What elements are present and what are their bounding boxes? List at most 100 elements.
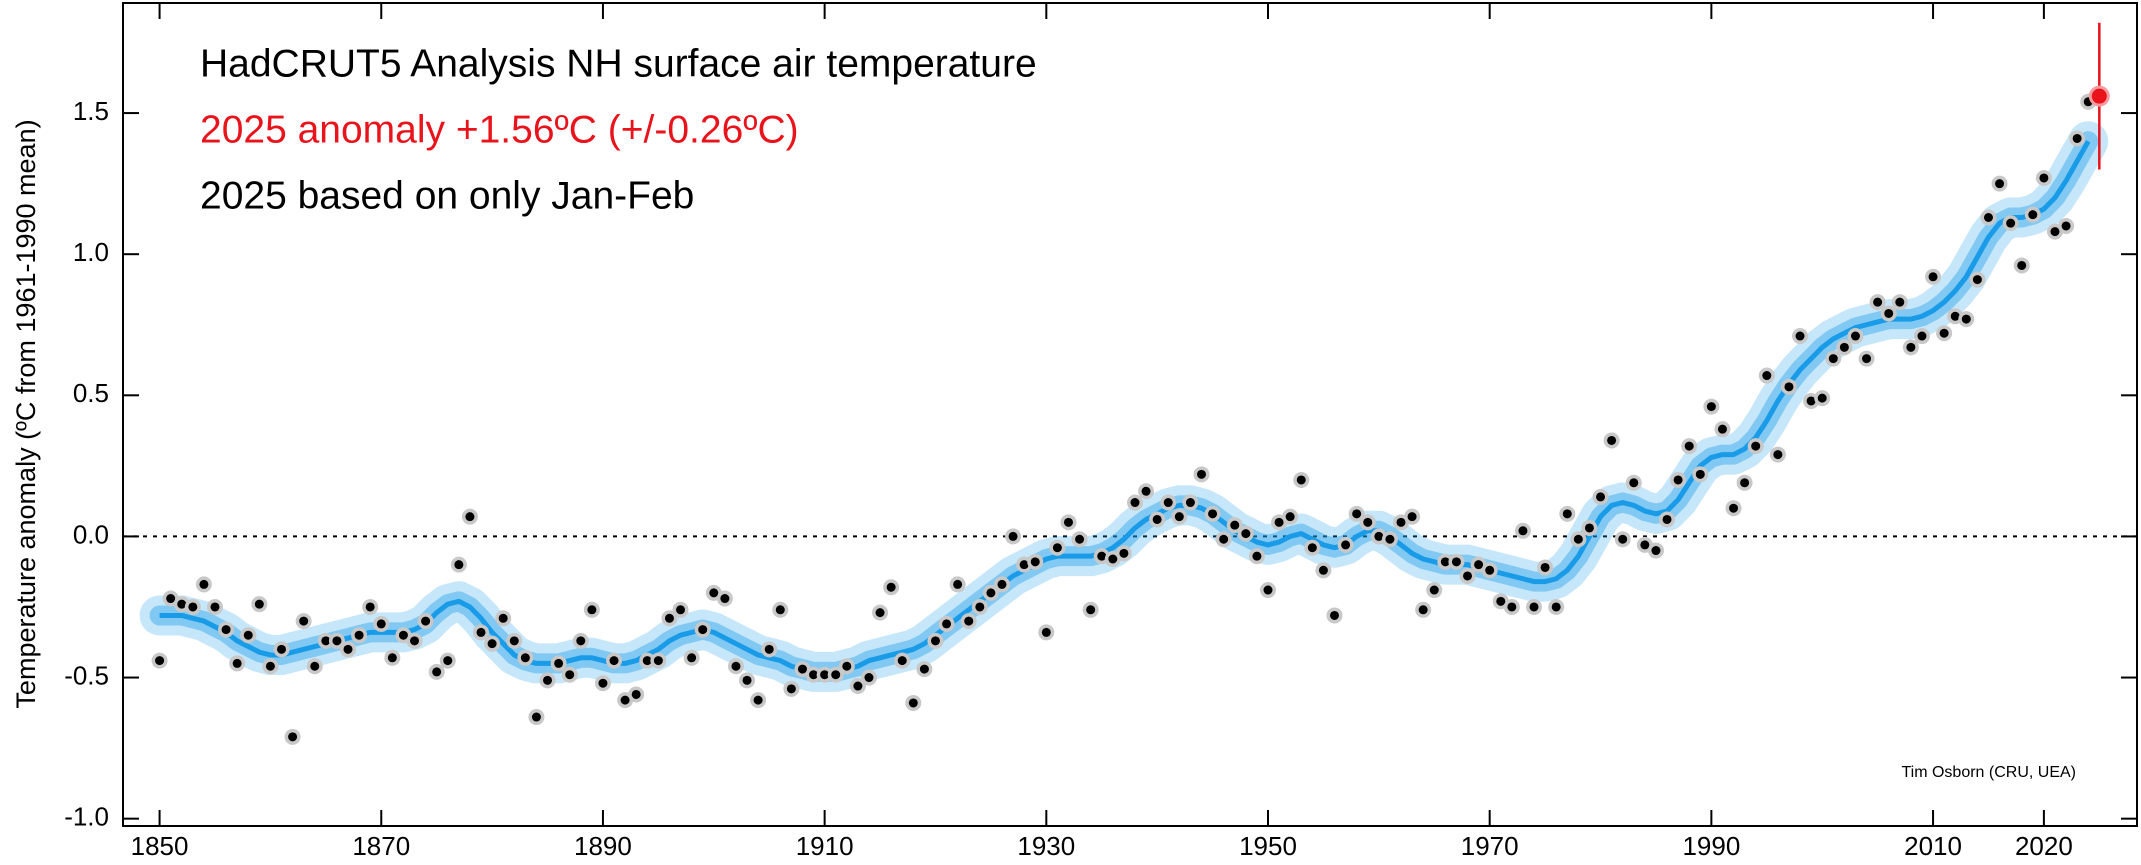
point [1906,342,1916,352]
smooth-line [159,140,2091,675]
point [1196,469,1206,479]
point [1108,554,1118,564]
x-tick-label: 1930 [1017,831,1075,861]
y-tick-label: -0.5 [64,660,109,690]
point [1673,475,1683,485]
point [1584,523,1594,533]
y-tick-label: 0.5 [73,378,109,408]
point [653,656,663,666]
point [1041,627,1051,637]
point [1496,596,1506,606]
point [1330,610,1340,620]
point [1961,314,1971,324]
x-tick-label: 1870 [352,831,410,861]
x-tick-label: 1890 [574,831,632,861]
point [1429,585,1439,595]
point [2072,133,2082,143]
point [1884,308,1894,318]
point [864,673,874,683]
point [1573,534,1583,544]
point [942,619,952,629]
point [1540,562,1550,572]
point [1895,297,1905,307]
point [820,670,830,680]
point [210,602,220,612]
title-line: 2025 anomaly +1.56ºC (+/-0.26ºC) [200,108,799,151]
point [1596,492,1606,502]
point [376,619,386,629]
point [1318,565,1328,575]
point [1995,179,2005,189]
point [2028,210,2038,220]
point [1862,354,1872,364]
point [1751,441,1761,451]
point [1695,469,1705,479]
x-tick-label: 1970 [1461,831,1519,861]
point [1873,297,1883,307]
point [1607,435,1617,445]
point [1451,557,1461,567]
y-axis-label: Temperature anomaly (ºC from 1961-1990 m… [11,119,41,708]
point [199,579,209,589]
point [1950,311,1960,321]
point [698,625,708,635]
point [487,639,497,649]
point [997,579,1007,589]
point [742,675,752,685]
point [676,605,686,615]
point [531,712,541,722]
point [797,664,807,674]
point [343,644,353,654]
point [1418,605,1428,615]
title-line: 2025 based on only Jan-Feb [200,174,694,217]
point [310,661,320,671]
y-tick-label: 0.0 [73,519,109,549]
point [1230,520,1240,530]
point [1252,551,1262,561]
y-tick-label: 1.5 [73,96,109,126]
point [842,661,852,671]
point [177,599,187,609]
point [1485,565,1495,575]
y-tick-label: -1.0 [64,802,109,832]
point [609,656,619,666]
point [1651,546,1661,556]
point [576,636,586,646]
point [520,653,530,663]
point [975,602,985,612]
point [1507,602,1517,612]
point [709,588,719,598]
x-tick-label: 1910 [796,831,854,861]
point [930,636,940,646]
point [1983,212,1993,222]
point [265,661,275,671]
point [1773,450,1783,460]
title-line: HadCRUT5 Analysis NH surface air tempera… [200,42,1037,85]
point [1762,371,1772,381]
point [1828,354,1838,364]
point [410,636,420,646]
point [1684,441,1694,451]
point [288,732,298,742]
point [2050,227,2060,237]
point [354,630,364,640]
point [1352,509,1362,519]
point [1972,275,1982,285]
point [1618,534,1628,544]
point [1407,512,1417,522]
point [1363,517,1373,527]
point [1839,342,1849,352]
x-tick-label: 2020 [2015,831,2073,861]
point [476,627,486,637]
point [1784,382,1794,392]
point [875,608,885,618]
point [243,630,253,640]
point [1662,514,1672,524]
point [1706,402,1716,412]
point [1529,602,1539,612]
plot-frame [122,2,2138,827]
point [1063,517,1073,527]
point [387,653,397,663]
y-tick-label: 1.0 [73,237,109,267]
